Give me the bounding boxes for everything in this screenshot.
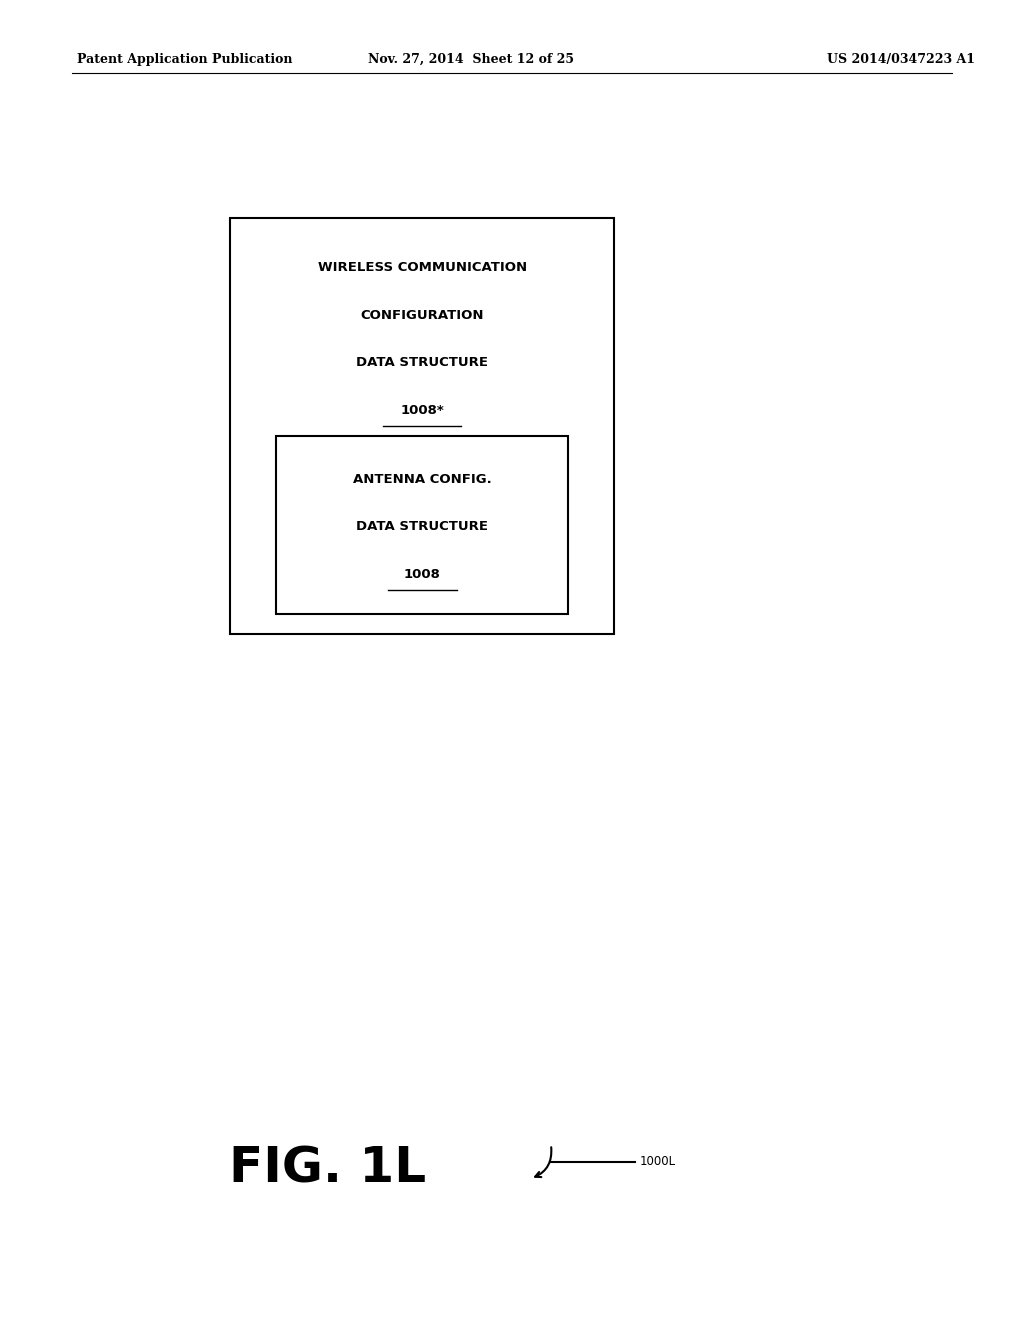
Bar [276,436,568,614]
Text: FIG. 1L: FIG. 1L [229,1144,426,1192]
Text: CONFIGURATION: CONFIGURATION [360,309,484,322]
Text: Nov. 27, 2014  Sheet 12 of 25: Nov. 27, 2014 Sheet 12 of 25 [368,53,574,66]
Text: DATA STRUCTURE: DATA STRUCTURE [356,520,488,533]
Bar [230,218,614,634]
Text: 1008: 1008 [403,568,441,581]
Text: Patent Application Publication: Patent Application Publication [77,53,292,66]
Text: 1008*: 1008* [400,404,444,417]
Text: ANTENNA CONFIG.: ANTENNA CONFIG. [353,473,492,486]
Text: 1000L: 1000L [640,1155,676,1168]
Text: US 2014/0347223 A1: US 2014/0347223 A1 [827,53,975,66]
Text: DATA STRUCTURE: DATA STRUCTURE [356,356,488,370]
Text: WIRELESS COMMUNICATION: WIRELESS COMMUNICATION [317,261,527,275]
